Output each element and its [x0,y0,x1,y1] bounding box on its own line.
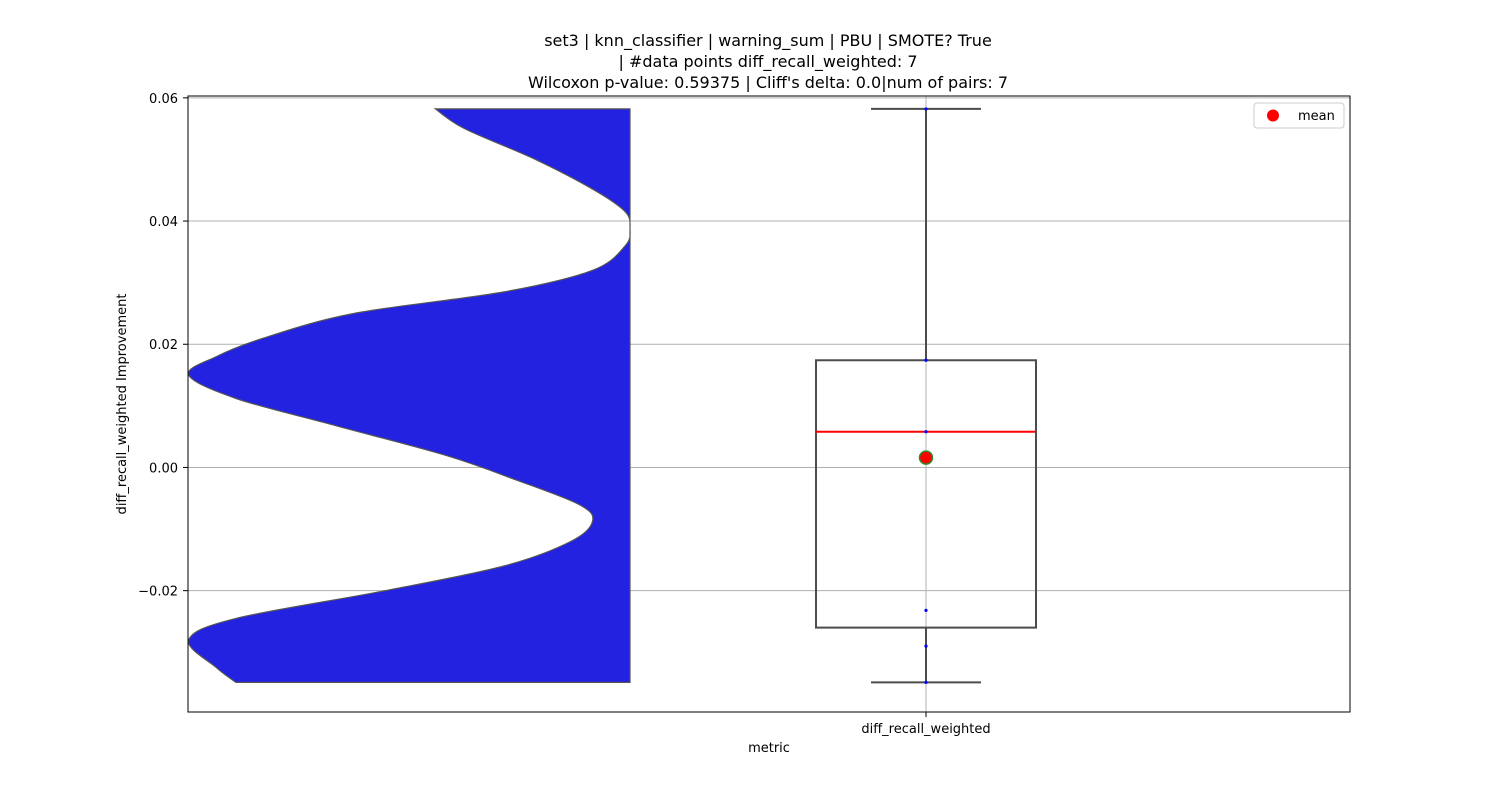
plot-frame [187,95,1351,713]
data-point [924,680,928,685]
violin-group [188,108,631,683]
data-point [924,608,928,612]
legend: mean [1253,102,1345,129]
data-points-group [918,107,934,685]
title-line-2: | #data points diff_recall_weighted: 7 [618,52,917,72]
y-tick-label: 0.04 [149,215,178,230]
y-tick-label: 0.00 [149,461,178,476]
data-point [924,644,928,648]
x-axis-ticks: diff_recall_weighted [861,712,991,737]
legend-box [1253,102,1345,129]
y-tick-label: 0.06 [149,92,178,107]
mean-marker [918,450,934,465]
y-tick-label: 0.02 [149,338,178,353]
legend-mean-label: mean [1298,109,1335,124]
violin-body [188,108,631,683]
x-tick-label: diff_recall_weighted [861,722,990,737]
y-tick-label: −0.02 [138,585,178,600]
chart-title: set3 | knn_classifier | warning_sum | PB… [528,31,1008,92]
title-line-1: set3 | knn_classifier | warning_sum | PB… [544,31,992,51]
data-point [924,358,928,362]
y-axis-label: diff_recall_weighted Improvement [115,294,130,515]
x-axis-label: metric [748,741,790,756]
data-point [924,107,928,111]
legend-mean-marker [1267,109,1279,122]
data-point [924,430,928,434]
y-axis-ticks: 0.06 0.04 0.02 0.00 −0.02 [138,92,188,600]
title-line-3: Wilcoxon p-value: 0.59375 | Cliff's delt… [528,73,1008,92]
